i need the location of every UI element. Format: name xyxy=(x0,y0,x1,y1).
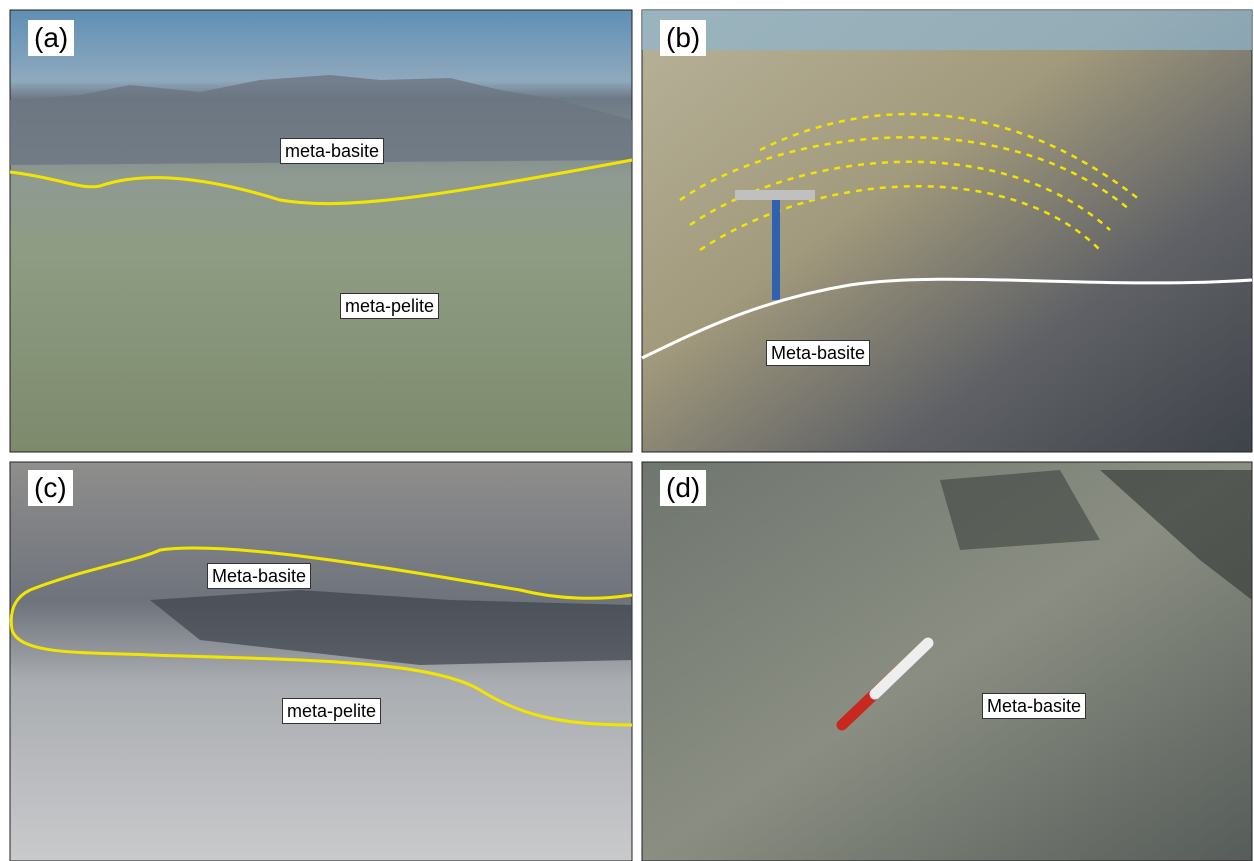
rock-label: meta-pelite xyxy=(282,698,381,724)
panel-letter: (b) xyxy=(660,20,706,56)
panel-letter: (c) xyxy=(28,470,73,506)
photos xyxy=(0,0,1254,861)
panel-a-photo xyxy=(10,10,632,452)
rock-label: Meta-basite xyxy=(207,563,311,589)
rock-label: meta-pelite xyxy=(340,293,439,319)
rock-label: meta-basite xyxy=(280,138,384,164)
rock-label: Meta-basite xyxy=(766,340,870,366)
panel-b-photo xyxy=(642,10,1252,452)
panel-d-photo xyxy=(642,462,1252,861)
panel-c-photo xyxy=(10,462,632,861)
rock-label: Meta-basite xyxy=(982,693,1086,719)
panel-letter: (d) xyxy=(660,470,706,506)
figure: (a) meta-basite meta-pelite (b) Meta-basite (… xyxy=(0,0,1254,861)
panel-letter: (a) xyxy=(28,20,74,56)
